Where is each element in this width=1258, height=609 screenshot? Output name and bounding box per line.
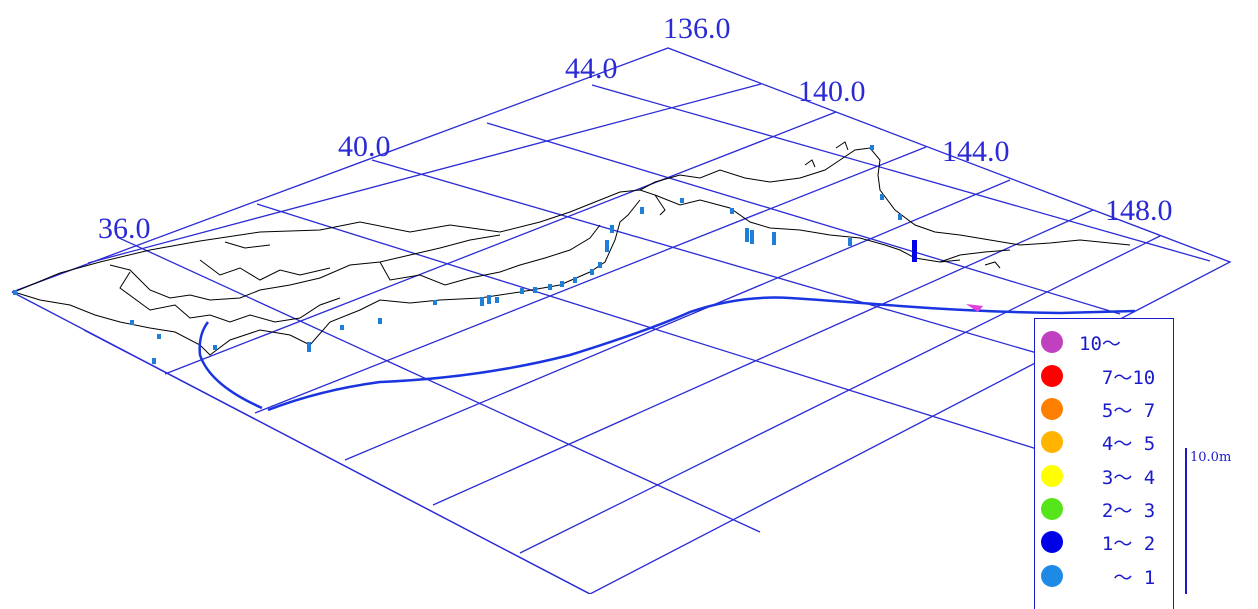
legend-item: 7～10 bbox=[1035, 361, 1173, 395]
legend-item: 2～ 3 bbox=[1035, 494, 1173, 528]
legend-item: 3～ 4 bbox=[1035, 461, 1173, 495]
tsunami-track-line bbox=[267, 296, 1136, 412]
legend-item: 10～ bbox=[1035, 327, 1173, 361]
legend-label: 3～ 4 bbox=[1079, 467, 1156, 489]
legend-label: 2～ 3 bbox=[1079, 500, 1156, 522]
lon-label-144: 144.0 bbox=[942, 135, 1010, 168]
height-legend: 10～ 7～10 5～ 7 4～ 5 3～ 4 2～ 3 1～ 2 ～ 1 bbox=[1034, 318, 1174, 609]
lat-label-36: 36.0 bbox=[98, 212, 151, 245]
epicenter-arrow-icon bbox=[966, 304, 983, 312]
legend-label: 4～ 5 bbox=[1079, 433, 1156, 455]
legend-dot-under-1 bbox=[1041, 565, 1063, 587]
legend-dot-2-3 bbox=[1041, 498, 1063, 520]
legend-dot-1-2 bbox=[1041, 531, 1063, 553]
legend-dot-10plus bbox=[1041, 331, 1063, 353]
lon-label-140: 140.0 bbox=[798, 75, 866, 108]
legend-label: 1～ 2 bbox=[1079, 533, 1156, 555]
legend-dot-3-4 bbox=[1041, 465, 1063, 487]
legend-item: 4～ 5 bbox=[1035, 427, 1173, 461]
observation-bar-large bbox=[912, 240, 917, 262]
legend-label: 5～ 7 bbox=[1079, 400, 1156, 422]
height-scale-bar bbox=[1185, 448, 1187, 594]
fault-track-line bbox=[198, 321, 263, 410]
coordinate-grid bbox=[11, 47, 1232, 594]
lat-label-44: 44.0 bbox=[565, 52, 618, 85]
legend-dot-5-7 bbox=[1041, 398, 1063, 420]
legend-dot-7-10 bbox=[1041, 365, 1063, 387]
observation-bars bbox=[13, 145, 902, 364]
coastline-outlines bbox=[13, 141, 1131, 356]
legend-label: 10～ bbox=[1079, 333, 1121, 355]
legend-label: 7～10 bbox=[1079, 367, 1156, 389]
legend-dot-4-5 bbox=[1041, 431, 1063, 453]
legend-item: 5～ 7 bbox=[1035, 394, 1173, 428]
legend-label: ～ 1 bbox=[1079, 567, 1156, 589]
legend-item: ～ 1 bbox=[1035, 561, 1173, 595]
lon-label-136: 136.0 bbox=[663, 12, 731, 45]
lat-label-40: 40.0 bbox=[338, 130, 391, 163]
tsunami-map: 36.0 40.0 44.0 136.0 140.0 144.0 148.0 bbox=[11, 12, 1232, 594]
lon-label-148: 148.0 bbox=[1105, 194, 1173, 227]
scale-label: 10.0m bbox=[1190, 450, 1232, 465]
legend-item: 1～ 2 bbox=[1035, 527, 1173, 561]
